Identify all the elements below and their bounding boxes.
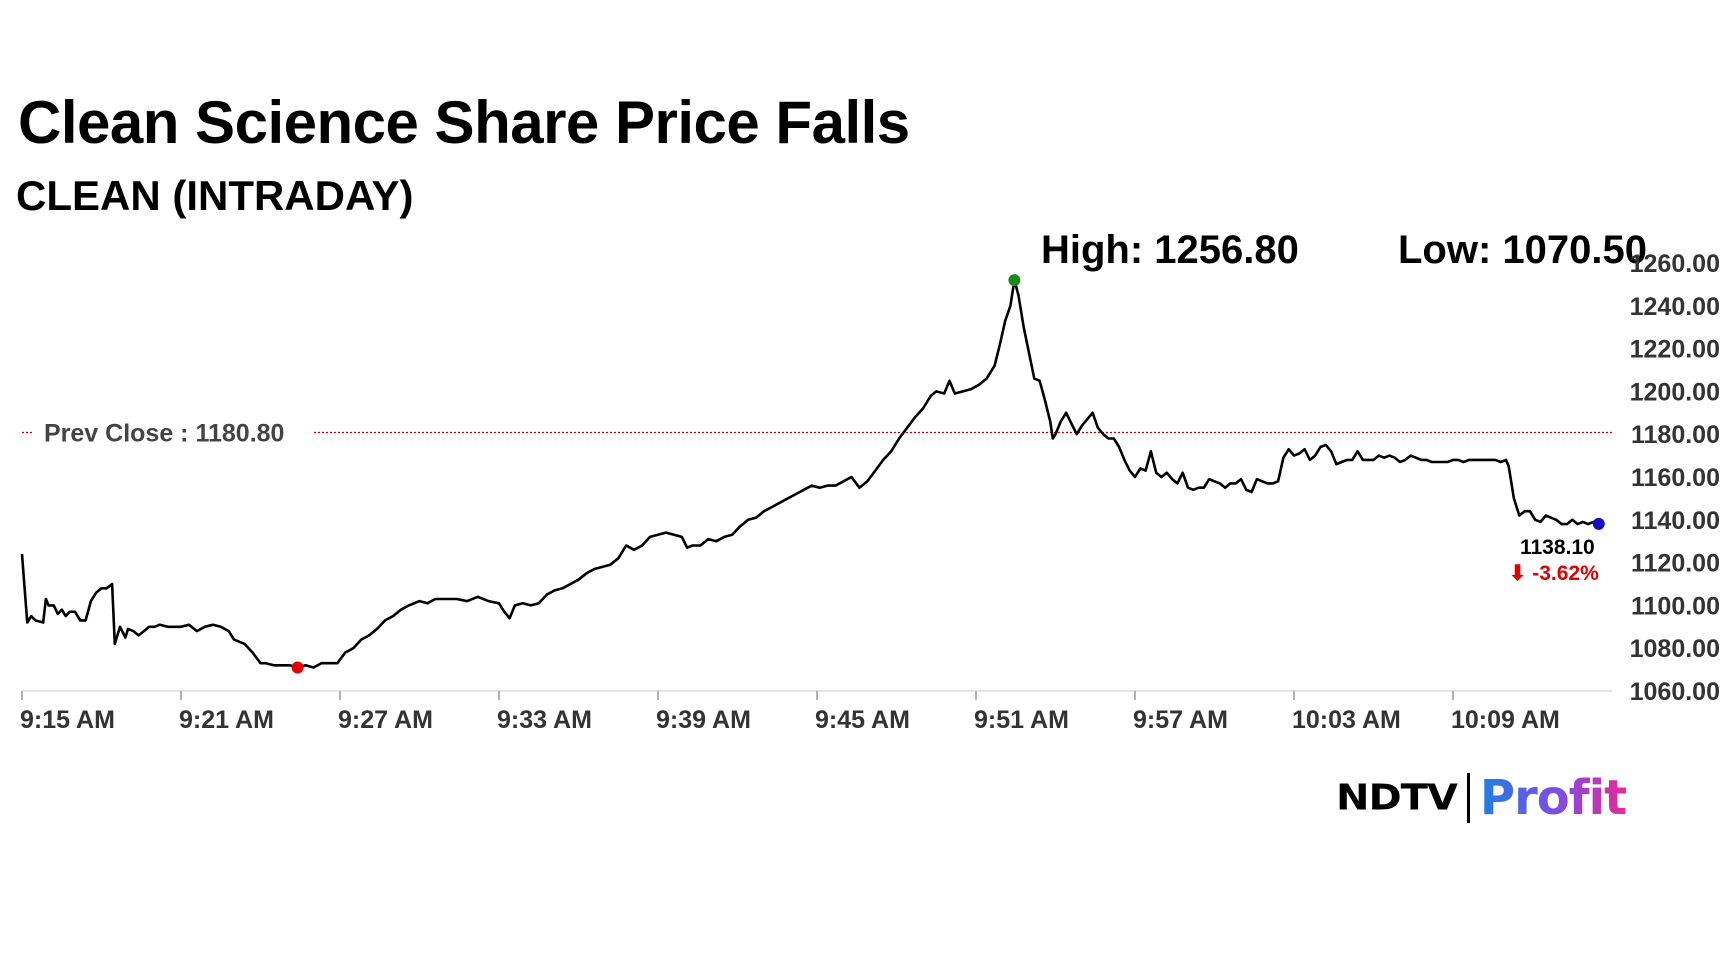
x-tick-label: 10:09 AM <box>1451 706 1560 734</box>
logo-divider <box>1466 773 1470 823</box>
markers: 1138.10 ⬇ -3.62% <box>291 274 1605 674</box>
price-line <box>20 278 1600 669</box>
prev-close-label: Prev Close : 1180.80 <box>44 419 284 447</box>
x-tick-label: 9:39 AM <box>656 706 751 734</box>
chart-title: Clean Science Share Price Falls <box>18 89 910 156</box>
y-tick-label: 1180.00 <box>1631 421 1720 449</box>
y-tick-label: 1140.00 <box>1631 507 1720 535</box>
x-tick-label: 9:33 AM <box>497 706 592 734</box>
y-axis: 1060.00 1080.00 1100.00 1120.00 1140.00 1160.… <box>1630 250 1720 706</box>
prev-close-label-bg <box>32 414 312 451</box>
y-tick-label: 1160.00 <box>1631 464 1720 492</box>
y-tick-label: 1200.00 <box>1630 378 1720 406</box>
x-tick-label: 9:57 AM <box>1133 706 1228 734</box>
prev-close: Prev Close : 1180.80 <box>22 414 1612 451</box>
x-tick-label: 9:27 AM <box>338 706 433 734</box>
x-tick-label: 10:03 AM <box>1292 706 1401 734</box>
last-price-label: 1138.10 <box>1520 536 1595 559</box>
y-tick-label: 1240.00 <box>1630 293 1720 321</box>
low-label: Low: 1070.50 <box>1398 228 1648 272</box>
y-tick-label: 1100.00 <box>1631 592 1720 620</box>
y-tick-label: 1060.00 <box>1630 678 1720 706</box>
ndtv-wordmark: NDTV <box>1336 777 1458 819</box>
high-marker <box>1008 274 1021 287</box>
x-axis: 9:15 AM 9:21 AM 9:27 AM 9:33 AM 9:39 AM 9:45 … <box>20 690 1612 734</box>
last-price-marker <box>1592 517 1605 530</box>
ndtv-profit-logo: NDTV Profit <box>1336 770 1627 826</box>
chart-subtitle: CLEAN (INTRADAY) <box>16 172 414 219</box>
y-tick-label: 1220.00 <box>1630 336 1720 364</box>
price-series <box>20 278 1600 669</box>
low-marker <box>291 661 304 674</box>
profit-wordmark: Profit <box>1479 770 1627 826</box>
last-change-label: ⬇ -3.62% <box>1509 562 1599 585</box>
x-tick-label: 9:51 AM <box>974 706 1069 734</box>
y-tick-label: 1120.00 <box>1631 550 1720 578</box>
x-tick-label: 9:21 AM <box>179 706 274 734</box>
y-tick-label: 1260.00 <box>1630 250 1720 278</box>
x-tick-label: 9:15 AM <box>20 706 115 734</box>
y-tick-label: 1080.00 <box>1630 635 1720 663</box>
x-tick-label: 9:45 AM <box>815 706 910 734</box>
high-label: High: 1256.80 <box>1041 228 1299 272</box>
